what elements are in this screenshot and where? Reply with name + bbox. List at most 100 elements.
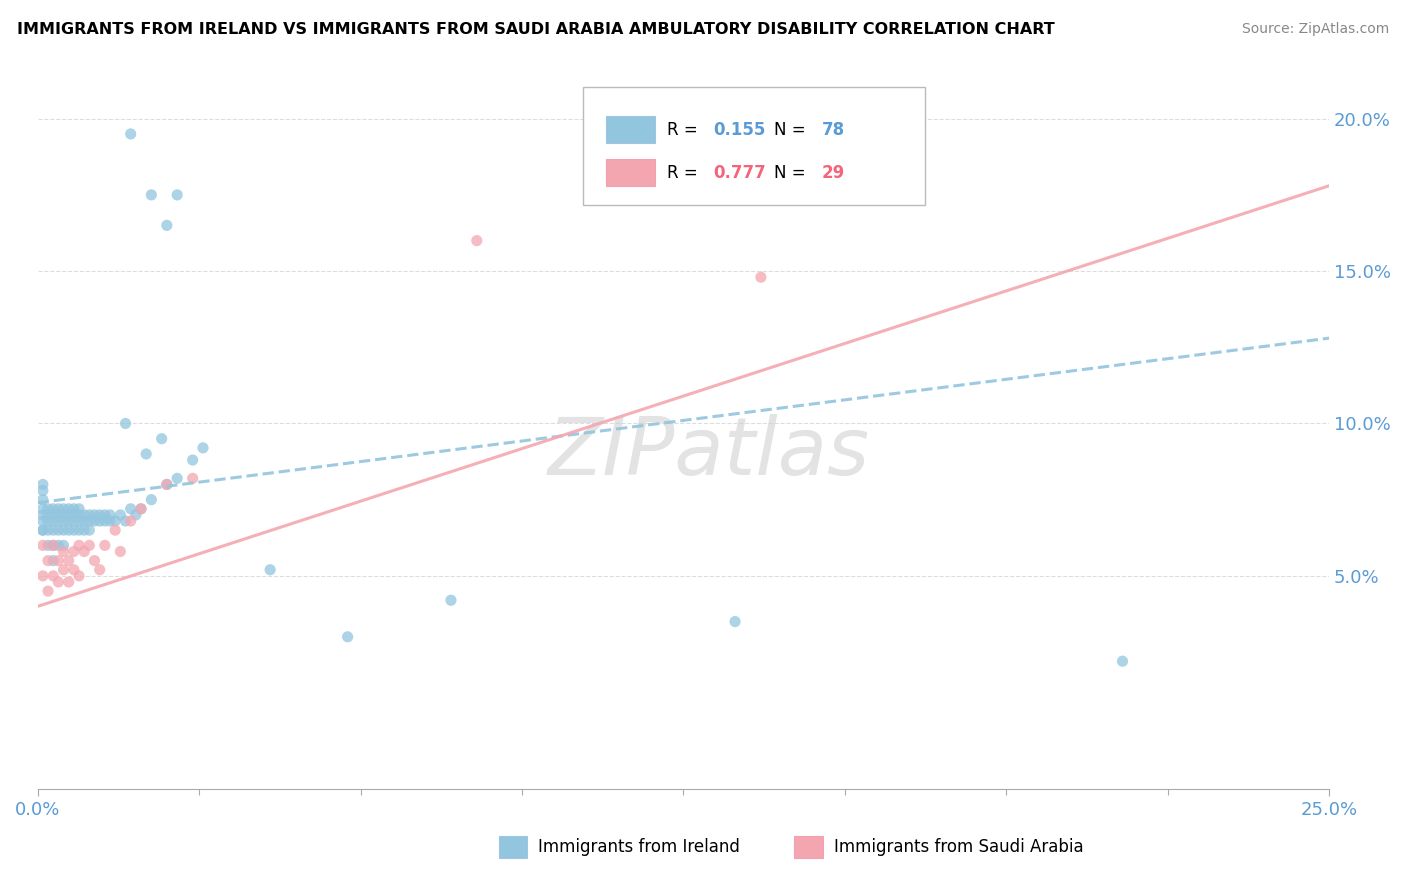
Point <box>48 554 70 568</box>
Point <box>37 538 59 552</box>
Point <box>191 441 214 455</box>
Point <box>31 569 53 583</box>
Point <box>52 563 75 577</box>
Text: Source: ZipAtlas.com: Source: ZipAtlas.com <box>1241 22 1389 37</box>
Point <box>37 554 59 568</box>
Text: R =: R = <box>666 121 703 139</box>
Point <box>181 453 204 467</box>
Point <box>166 187 188 202</box>
Point <box>42 501 65 516</box>
Point <box>58 554 80 568</box>
Point <box>67 538 90 552</box>
Point <box>129 501 152 516</box>
Point <box>89 508 111 522</box>
Bar <box>499 836 527 858</box>
Point <box>79 508 101 522</box>
Point <box>156 477 179 491</box>
Text: 0.777: 0.777 <box>713 164 766 182</box>
Text: IMMIGRANTS FROM IRELAND VS IMMIGRANTS FROM SAUDI ARABIA AMBULATORY DISABILITY CO: IMMIGRANTS FROM IRELAND VS IMMIGRANTS FR… <box>17 22 1054 37</box>
Point <box>31 523 53 537</box>
Point <box>83 514 105 528</box>
Point <box>42 538 65 552</box>
Point <box>63 544 86 558</box>
Point <box>58 501 80 516</box>
Point <box>48 508 70 522</box>
Point <box>31 501 53 516</box>
FancyBboxPatch shape <box>582 87 925 205</box>
Point <box>89 563 111 577</box>
Point <box>94 508 117 522</box>
Point <box>58 574 80 589</box>
Point <box>135 447 157 461</box>
Point <box>181 471 204 485</box>
Point <box>52 523 75 537</box>
Point <box>67 508 90 522</box>
Point <box>79 523 101 537</box>
Point <box>141 187 163 202</box>
Text: 29: 29 <box>821 164 845 182</box>
Text: 0.155: 0.155 <box>713 121 765 139</box>
Point <box>37 508 59 522</box>
Point <box>104 514 127 528</box>
Point <box>114 514 136 528</box>
Point <box>110 508 132 522</box>
Point <box>336 630 359 644</box>
Point <box>104 523 127 537</box>
Point <box>37 584 59 599</box>
Point <box>63 501 86 516</box>
Point <box>63 514 86 528</box>
Point <box>749 270 772 285</box>
Text: N =: N = <box>773 121 811 139</box>
Point <box>31 508 53 522</box>
Point <box>31 538 53 552</box>
Point <box>31 523 53 537</box>
Point <box>98 514 121 528</box>
Point <box>31 492 53 507</box>
Point <box>120 501 142 516</box>
Point <box>89 514 111 528</box>
Point <box>67 501 90 516</box>
Point <box>141 492 163 507</box>
Point <box>48 501 70 516</box>
Point <box>110 544 132 558</box>
Point <box>48 538 70 552</box>
Point <box>37 523 59 537</box>
Point <box>52 544 75 558</box>
Point <box>114 417 136 431</box>
Point <box>63 563 86 577</box>
Point <box>724 615 747 629</box>
Point <box>52 508 75 522</box>
Point <box>83 554 105 568</box>
Point <box>31 514 53 528</box>
Point <box>98 508 121 522</box>
Point <box>52 514 75 528</box>
Point <box>52 538 75 552</box>
Point <box>48 514 70 528</box>
Point <box>73 508 96 522</box>
Point <box>79 514 101 528</box>
Point <box>259 563 281 577</box>
Point <box>67 569 90 583</box>
Point <box>52 501 75 516</box>
Point <box>42 554 65 568</box>
Point <box>73 544 96 558</box>
Point <box>67 514 90 528</box>
Bar <box>794 836 823 858</box>
Point <box>73 523 96 537</box>
Point <box>1111 654 1133 668</box>
Point <box>156 477 179 491</box>
Point <box>125 508 148 522</box>
Point <box>37 501 59 516</box>
Point <box>37 514 59 528</box>
Point <box>94 538 117 552</box>
Text: R =: R = <box>666 164 703 182</box>
Point <box>31 477 53 491</box>
Point <box>42 538 65 552</box>
Point <box>42 569 65 583</box>
Point <box>166 471 188 485</box>
Text: N =: N = <box>773 164 811 182</box>
Point <box>465 234 488 248</box>
Point <box>83 508 105 522</box>
Point <box>120 514 142 528</box>
Point <box>63 508 86 522</box>
